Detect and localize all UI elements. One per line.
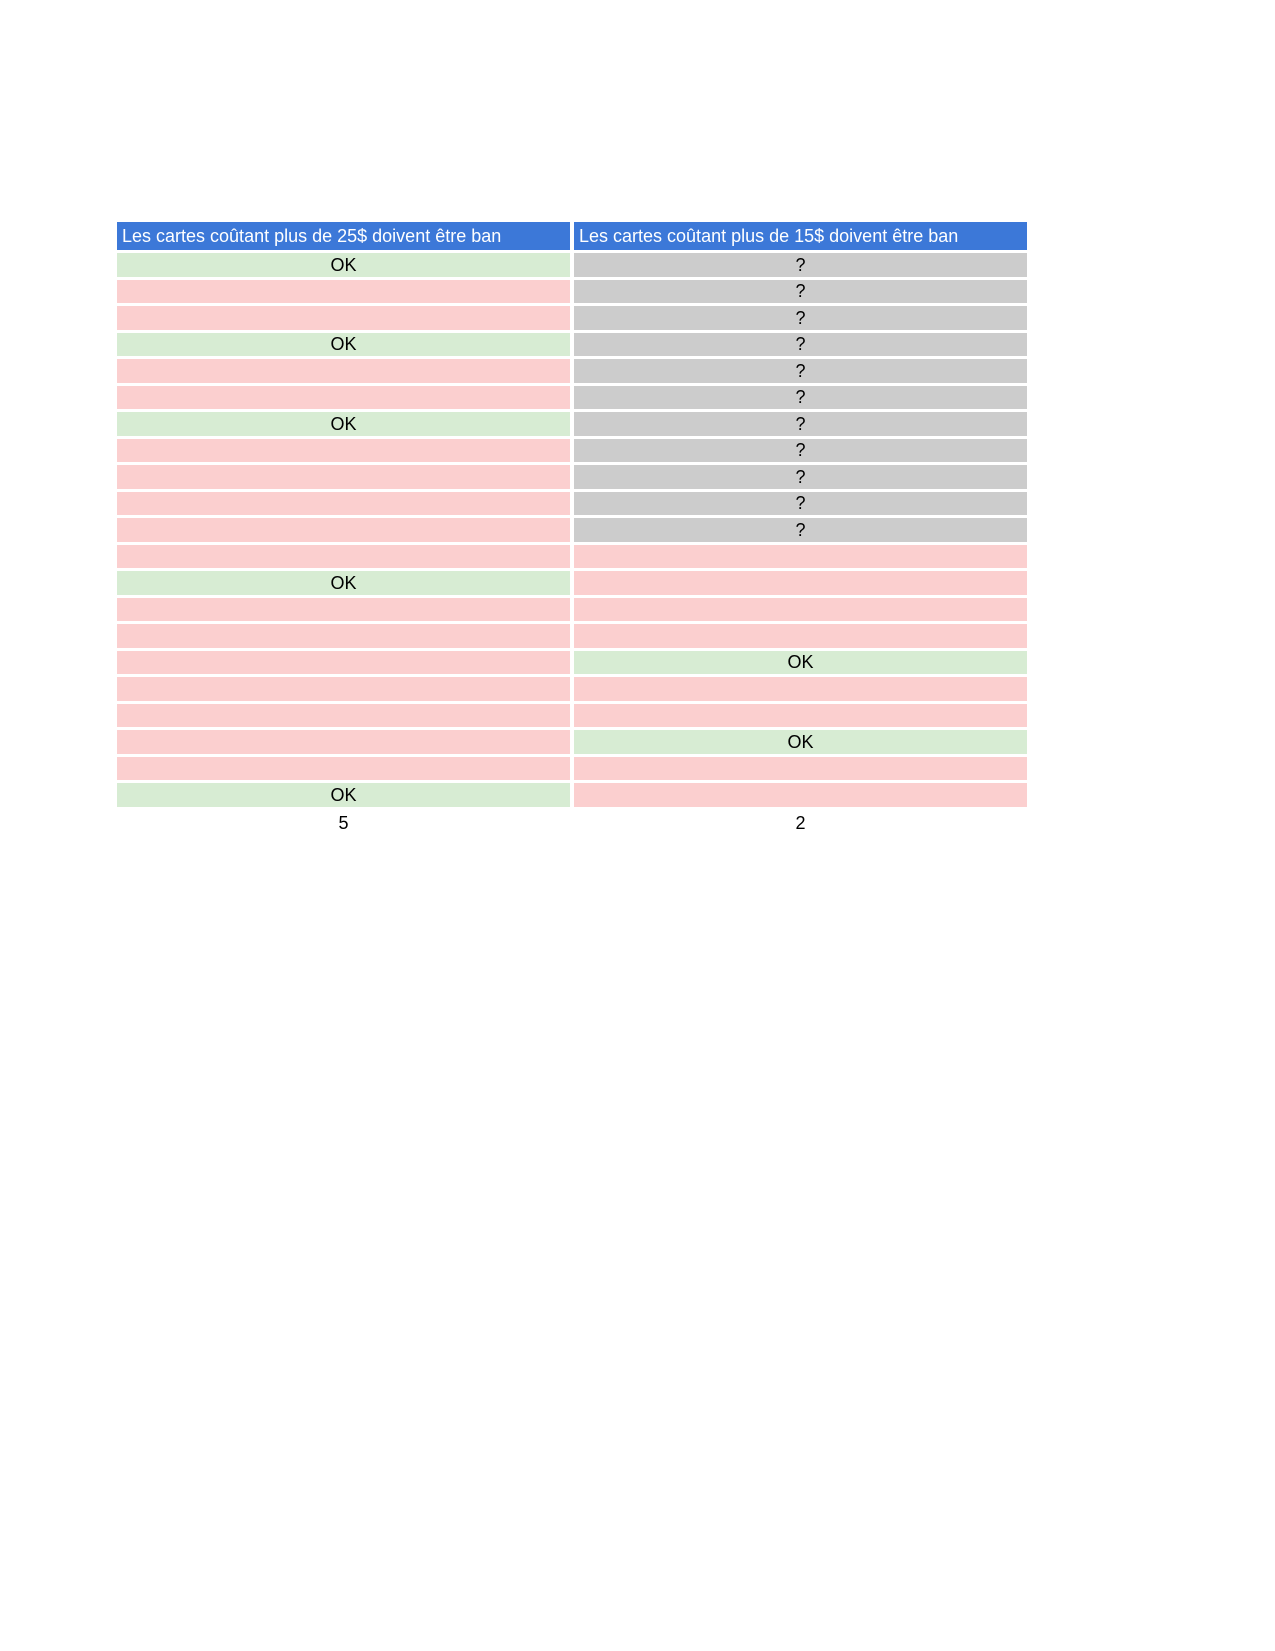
table-cell-row2-col2: ? [574,279,1027,303]
table-cell-row10-col2: ? [574,491,1027,515]
table-cell-row15-col2 [574,624,1027,648]
table-cell-row5-col1 [117,359,570,383]
table-cell-row3-col1 [117,306,570,330]
table-cell-row15-col1 [117,624,570,648]
spreadsheet-table: Les cartes coûtant plus de 25$ doivent ê… [117,222,1027,836]
table-cell-row7-col2: ? [574,412,1027,436]
table-cell-row20-col1 [117,756,570,780]
table-cell-row17-col1 [117,677,570,701]
table-cell-row11-col1 [117,518,570,542]
table-cell-row3-col2: ? [574,306,1027,330]
table-cell-row7-col1: OK [117,412,570,436]
table-cell-row18-col1 [117,703,570,727]
table-cell-row11-col2: ? [574,518,1027,542]
table-cell-row10-col1 [117,491,570,515]
table-cell-row16-col1 [117,650,570,674]
column-total-25-dollars: 5 [338,812,349,833]
table-cell-row13-col2 [574,571,1027,595]
column-total-15-dollars: 2 [795,812,806,833]
column-header-25-dollars: Les cartes coûtant plus de 25$ doivent ê… [117,222,570,250]
table-cell-row1-col2: ? [574,253,1027,277]
table-cell-row19-col2: OK [574,730,1027,754]
table-cell-row12-col2 [574,544,1027,568]
table-cell-row12-col1 [117,544,570,568]
table-cell-row8-col2: ? [574,438,1027,462]
table-cell-row21-col1: OK [117,783,570,807]
table-cell-row17-col2 [574,677,1027,701]
table-cell-row21-col2 [574,783,1027,807]
comparison-grid: Les cartes coûtant plus de 25$ doivent ê… [117,222,1027,836]
table-cell-row2-col1 [117,279,570,303]
table-cell-row14-col1 [117,597,570,621]
table-cell-row8-col1 [117,438,570,462]
table-cell-row16-col2: OK [574,650,1027,674]
table-cell-row13-col1: OK [117,571,570,595]
table-cell-row9-col1 [117,465,570,489]
table-cell-row6-col1 [117,385,570,409]
table-cell-row9-col2: ? [574,465,1027,489]
table-cell-row5-col2: ? [574,359,1027,383]
table-cell-row20-col2 [574,756,1027,780]
table-cell-row4-col1: OK [117,332,570,356]
column-header-15-dollars: Les cartes coûtant plus de 15$ doivent ê… [574,222,1027,250]
table-cell-row18-col2 [574,703,1027,727]
table-cell-row19-col1 [117,730,570,754]
table-cell-row14-col2 [574,597,1027,621]
table-cell-row6-col2: ? [574,385,1027,409]
table-cell-row4-col2: ? [574,332,1027,356]
table-cell-row1-col1: OK [117,253,570,277]
